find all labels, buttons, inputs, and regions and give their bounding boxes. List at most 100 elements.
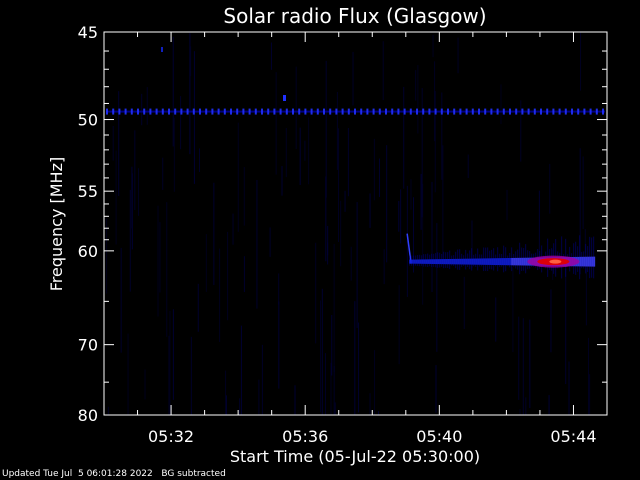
burst-band [465,258,468,265]
noise-streak [500,84,502,125]
burst-band [443,259,446,265]
noise-streak [285,127,287,178]
interference-spike [595,108,598,115]
burst-band [519,257,522,266]
noise-streak [398,285,400,365]
burst-band [513,257,516,266]
interference-spike [546,108,549,115]
noise-streak [330,362,332,415]
noise-streak [294,385,296,415]
burst-band [455,258,458,265]
noise-streak [232,213,234,245]
plot-frame [103,31,608,416]
interference-spike [515,108,518,115]
interference-spike [248,108,251,115]
interference-spike [465,108,468,115]
noise-streak [162,157,164,190]
noise-streak [190,46,192,77]
interference-spike [428,108,431,115]
noise-streak [197,283,199,332]
interference-spike [583,108,586,115]
noise-streak [378,158,380,197]
burst-band [521,257,524,266]
interference-spike [236,108,239,115]
interference-spike [106,108,108,115]
noise-streak [519,409,521,415]
burst-band [579,256,582,267]
noise-streak [369,193,371,228]
burst-band [413,259,416,264]
burst-band [433,259,436,265]
interference-spike [416,108,418,115]
noise-streak [115,150,117,245]
interference-spike [149,108,152,115]
burst-band [467,258,470,265]
burst-band [477,258,480,265]
noise-streak [584,229,586,254]
noise-streak [127,333,129,415]
interference-spike [155,108,158,115]
noise-streak [436,223,438,352]
noise-streak [172,309,174,400]
noise-streak [269,227,271,257]
noise-streak [352,51,354,106]
interference-spike [298,108,301,115]
interference-spike [230,108,232,115]
chart-title: Solar radio Flux (Glasgow) [223,4,486,28]
noise-streak [386,145,388,263]
interference-spike [496,108,499,115]
burst-band [507,258,510,266]
noise-streak [129,189,131,292]
noise-streak [356,202,358,328]
burst-band [437,259,440,265]
burst-band [489,258,492,265]
noise-streak [112,125,114,161]
interference-spike [409,108,412,115]
x-axis: 05:32 05:36 05:40 05:44 [137,32,597,446]
interference-spike [459,108,462,115]
noise-streak [295,66,297,149]
noise-streak [146,87,148,125]
interference-spike [161,108,164,115]
noise-streak [190,336,192,415]
interference-spike [372,108,375,115]
burst-band [503,258,506,266]
burst-band [497,258,500,266]
burst-band [419,259,422,264]
noise-streak [382,41,384,101]
noise-streak [180,96,182,150]
interference-spike [335,108,338,115]
noise-streak [434,61,436,142]
interference-spike [323,108,325,115]
burst-band [487,258,490,265]
noise-streak [435,365,437,413]
noise-streak [467,154,469,179]
interference-spike [378,108,381,115]
noise-streak [588,337,590,415]
noise-streak [243,167,245,226]
interference-spike [509,108,511,115]
noise-streak [137,168,139,216]
noise-streak [420,173,422,230]
interference-spike [478,108,480,115]
noise-streak [331,314,333,376]
interference-spike [564,108,567,115]
interference-spike [261,108,263,115]
burst-band [517,257,520,266]
y-tick-label: 45 [78,23,98,42]
burst-band [411,259,414,264]
noise-streak [319,300,321,413]
noise-streak [327,242,329,265]
burst-band [525,257,528,266]
noise-streak [134,130,136,210]
noise-streak [548,395,550,415]
burst-band [409,259,412,264]
noise-streak [325,176,327,262]
interference-spike [130,108,133,115]
interference-spike [391,108,394,115]
interference-spike [440,108,443,115]
noise-streak [522,318,524,415]
burst-band [583,256,586,267]
x-axis-label: Start Time (05-Jul-22 05:30:00) [230,447,480,466]
noise-streak [518,316,520,400]
